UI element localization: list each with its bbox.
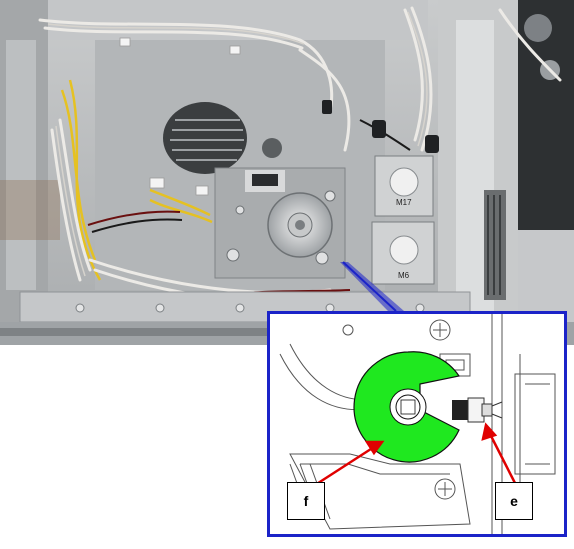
motor-label-m6: M6	[398, 271, 410, 280]
callout-arrows	[311, 422, 519, 489]
machine-photo: M17 M6	[0, 0, 574, 345]
sensor-icon	[452, 397, 503, 423]
highlighted-gear	[353, 351, 460, 463]
callout-e: e	[495, 482, 533, 520]
connector-icon	[119, 37, 241, 196]
machine-illustration: M17 M6	[0, 0, 574, 345]
motor-label-m17: M17	[396, 198, 412, 207]
callout-f: f	[287, 482, 325, 520]
